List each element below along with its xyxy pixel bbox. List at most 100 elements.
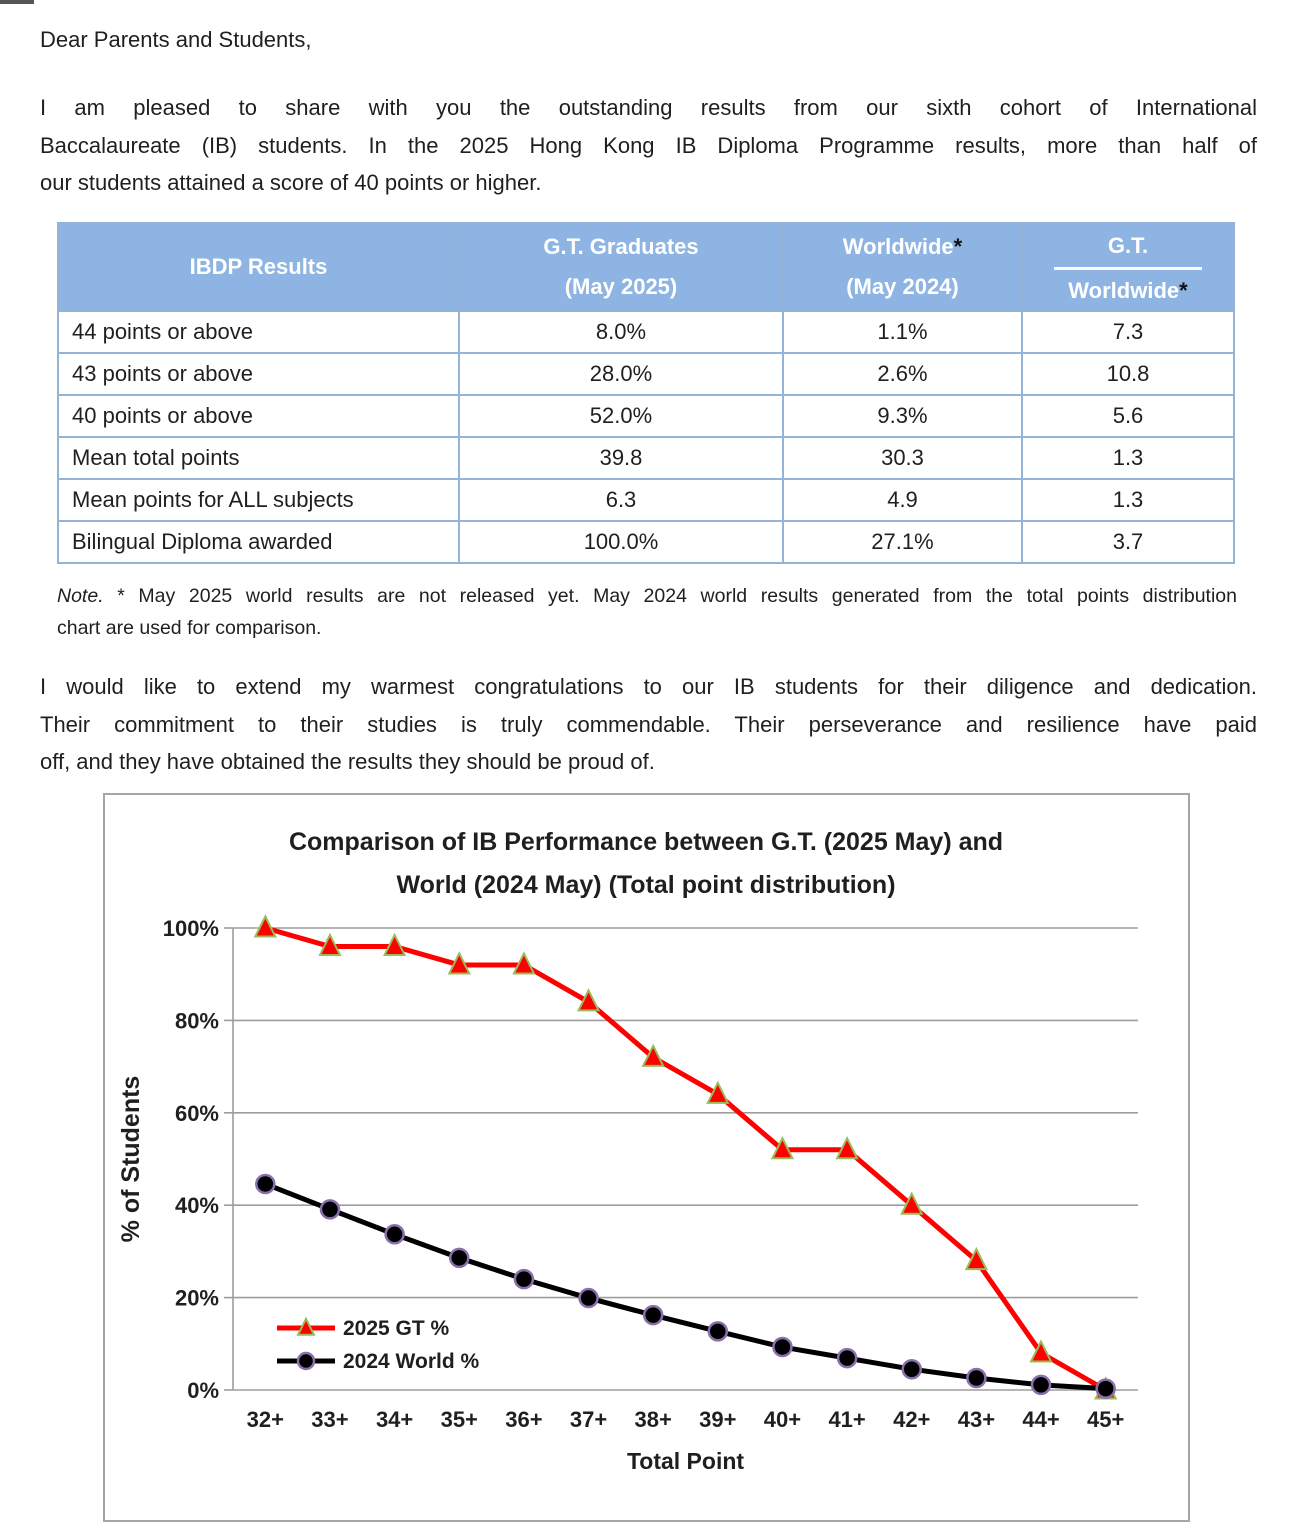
series-line-2025-gt- xyxy=(264,925,1107,1393)
triangle-marker xyxy=(706,1080,730,1104)
ratio-value: 7.3 xyxy=(1021,310,1235,354)
circle-marker xyxy=(901,1358,922,1380)
table-row: Bilingual Diploma awarded 100.0% 27.1% 3… xyxy=(57,520,1235,564)
circle-marker xyxy=(319,1199,341,1220)
header-text: (May 2025) xyxy=(564,274,678,299)
triangle-marker xyxy=(296,1316,316,1336)
page-edge-artifact xyxy=(0,0,34,4)
world-value: 9.3% xyxy=(782,394,1023,438)
circle-marker xyxy=(296,1351,316,1371)
circle-marker xyxy=(384,1224,405,1245)
header-text: IBDP Results xyxy=(189,254,328,279)
performance-chart-frame: Comparison of IB Performance between G.T… xyxy=(103,793,1190,1522)
triangle-marker xyxy=(253,914,277,938)
table-row: 43 points or above 28.0% 2.6% 10.8 xyxy=(57,352,1235,396)
congratulations-paragraph: I would like to extend my warmest congra… xyxy=(40,668,1257,781)
header-text: (May 2024) xyxy=(846,274,959,299)
triangle-marker xyxy=(318,932,342,956)
y-tick-label: 60% xyxy=(175,1101,219,1126)
ratio-value: 10.8 xyxy=(1021,352,1235,396)
triangle-marker xyxy=(835,1136,859,1160)
fraction-denominator: Worldwide* xyxy=(1068,278,1188,303)
triangle-marker xyxy=(900,1191,924,1215)
triangle-marker xyxy=(512,951,536,975)
triangle-marker xyxy=(576,988,601,1012)
world-value: 30.3 xyxy=(782,436,1023,480)
chart-title: World (2024 May) (Total point distributi… xyxy=(396,871,895,899)
gt-value: 39.8 xyxy=(458,436,784,480)
x-tick-label: 45+ xyxy=(1087,1407,1124,1432)
x-axis-title: Total Point xyxy=(627,1448,744,1474)
x-tick-label: 36+ xyxy=(505,1407,542,1432)
y-tick-label: 0% xyxy=(187,1378,219,1403)
asterisk: * xyxy=(1179,278,1188,303)
row-label: 44 points or above xyxy=(57,310,460,354)
triangle-marker xyxy=(770,1136,795,1160)
world-value: 1.1% xyxy=(782,310,1023,354)
circle-marker xyxy=(642,1304,664,1326)
x-tick-label: 35+ xyxy=(441,1407,478,1432)
results-table: IBDP Results G.T. Graduates (May 2025) W… xyxy=(57,222,1235,564)
intro-paragraph: I am pleased to share with you the outst… xyxy=(40,89,1257,202)
circle-marker xyxy=(1030,1374,1052,1396)
paragraph-line: off, and they have obtained the results … xyxy=(40,749,655,774)
x-tick-label: 32+ xyxy=(247,1407,284,1432)
circle-marker xyxy=(449,1247,470,1269)
circle-marker xyxy=(578,1287,599,1309)
asterisk: * xyxy=(953,234,963,259)
circle-marker xyxy=(772,1336,793,1358)
header-worldwide: Worldwide* (May 2024) xyxy=(782,222,1023,312)
table-row: 40 points or above 52.0% 9.3% 5.6 xyxy=(57,394,1235,438)
table-header-row: IBDP Results G.T. Graduates (May 2025) W… xyxy=(57,222,1235,312)
row-label: Mean points for ALL subjects xyxy=(57,478,460,522)
row-label: 43 points or above xyxy=(57,352,460,396)
gt-value: 6.3 xyxy=(458,478,784,522)
fraction-bar xyxy=(1054,267,1202,270)
triangle-marker xyxy=(964,1246,989,1271)
x-tick-label: 38+ xyxy=(635,1407,672,1432)
performance-line-chart: Comparison of IB Performance between G.T… xyxy=(117,828,1138,1474)
header-gt-over-worldwide: G.T. Worldwide* xyxy=(1021,222,1235,312)
triangle-marker xyxy=(641,1043,665,1067)
table-note: Note. * May 2025 world results are not r… xyxy=(57,581,1237,644)
paragraph-line: Their commitment to their studies is tru… xyxy=(40,711,1257,737)
gt-value: 52.0% xyxy=(458,394,784,438)
y-axis-title: % of Students xyxy=(117,1076,145,1243)
paragraph-line: I am pleased to share with you the outst… xyxy=(40,95,1257,120)
header-ibdp-results: IBDP Results xyxy=(57,222,460,312)
circle-marker xyxy=(1095,1378,1116,1399)
circle-marker xyxy=(513,1268,535,1290)
ratio-value: 1.3 xyxy=(1021,478,1235,522)
chart-title: Comparison of IB Performance between G.T… xyxy=(289,828,1003,856)
circle-marker xyxy=(707,1321,729,1342)
ratio-value: 1.3 xyxy=(1021,436,1235,480)
ratio-fraction: G.T. Worldwide* xyxy=(1023,227,1233,307)
row-label: 40 points or above xyxy=(57,394,460,438)
world-value: 4.9 xyxy=(782,478,1023,522)
row-label: Mean total points xyxy=(57,436,460,480)
series-line-2024-world- xyxy=(264,1181,1106,1392)
header-text: G.T. Graduates xyxy=(543,234,699,259)
ratio-value: 3.7 xyxy=(1021,520,1235,564)
triangle-marker xyxy=(447,951,471,975)
y-tick-label: 20% xyxy=(175,1286,219,1311)
y-tick-label: 80% xyxy=(175,1008,219,1033)
ratio-value: 5.6 xyxy=(1021,394,1235,438)
note-label: Note. xyxy=(57,585,104,607)
paragraph-line: our students attained a score of 40 poin… xyxy=(40,170,542,195)
gt-value: 28.0% xyxy=(458,352,784,396)
paragraph-line: Baccalaureate (IB) students. In the 2025… xyxy=(40,132,1257,158)
world-value: 27.1% xyxy=(782,520,1023,564)
x-tick-label: 37+ xyxy=(570,1407,607,1432)
world-value: 2.6% xyxy=(782,352,1023,396)
header-gt-graduates: G.T. Graduates (May 2025) xyxy=(458,222,784,312)
triangle-marker xyxy=(382,932,407,956)
triangle-marker xyxy=(1029,1339,1053,1363)
legend-label: 2024 World % xyxy=(343,1350,479,1373)
table-row: 44 points or above 8.0% 1.1% 7.3 xyxy=(57,310,1235,354)
x-tick-label: 39+ xyxy=(699,1407,736,1432)
note-line: Note. * May 2025 world results are not r… xyxy=(57,585,1237,607)
header-text: Worldwide* xyxy=(842,234,963,259)
table-row: Mean total points 39.8 30.3 1.3 xyxy=(57,436,1235,480)
